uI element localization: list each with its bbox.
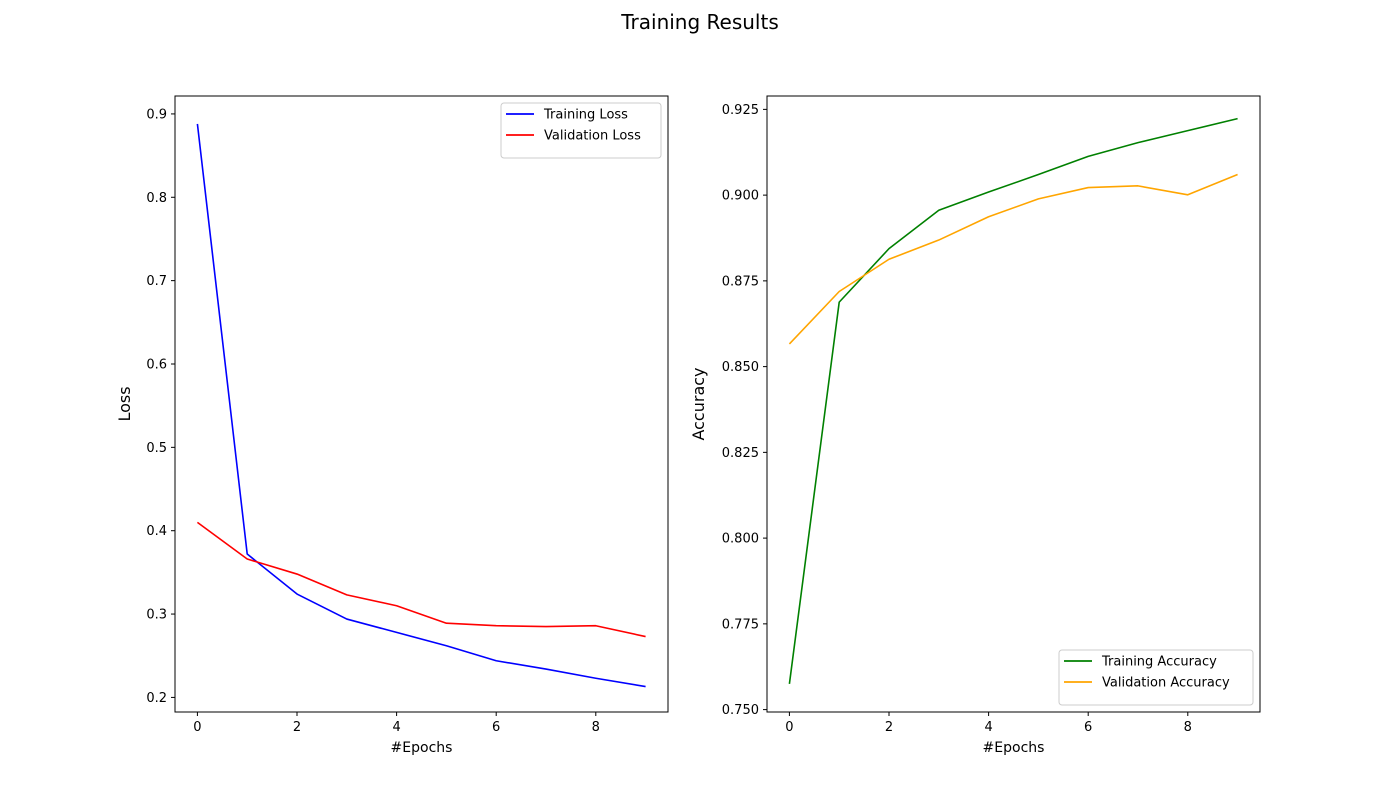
y-tick-label: 0.900 (722, 189, 759, 204)
y-tick-label: 0.825 (722, 446, 759, 461)
series-line-1 (788, 173, 1238, 345)
series-line-1 (196, 521, 646, 638)
y-tick-label: 0.9 (146, 107, 167, 122)
y-tick-label: 0.850 (722, 360, 759, 375)
x-tick-label: 8 (592, 720, 600, 735)
figure-title: Training Results (621, 10, 779, 34)
legend-box (1058, 649, 1254, 706)
y-tick-label: 0.750 (722, 703, 759, 718)
legend: Training Accuracy Validation Accuracy (1058, 649, 1254, 706)
x-axis-label: #Epochs (391, 740, 453, 756)
y-tick-label: 0.775 (722, 617, 759, 632)
axes-frame (174, 95, 669, 713)
x-axis-label: #Epochs (983, 740, 1045, 756)
x-tick-label: 2 (293, 720, 301, 735)
x-tick-label: 4 (984, 720, 992, 735)
y-tick-label: 0.800 (722, 532, 759, 547)
y-tick-label: 0.4 (146, 524, 167, 539)
x-tick-label: 6 (492, 720, 500, 735)
y-tick-label: 0.5 (146, 441, 167, 456)
x-tick-label: 2 (885, 720, 893, 735)
legend-label: Validation Accuracy (1102, 676, 1230, 691)
legend-box (500, 102, 662, 159)
y-axis-label: Accuracy (689, 367, 708, 440)
y-tick-label: 0.8 (146, 191, 167, 206)
accuracy-subplot: 0 2 4 6 8 0.750 0.775 0.800 0.825 0.850 0.875 0.900… (689, 95, 1261, 756)
x-tick-label: 4 (392, 720, 400, 735)
legend-label: Validation Loss (544, 129, 641, 144)
y-tick-label: 0.2 (146, 691, 167, 706)
x-tick-label: 0 (193, 720, 201, 735)
series-line-0 (196, 123, 646, 688)
loss-subplot: 0 2 4 6 8 0.2 0.3 0.4 0.5 0.6 0.7 0.8 0.9 #Epochs Loss… (115, 95, 669, 756)
x-tick-label: 8 (1184, 720, 1192, 735)
y-tick-label: 0.875 (722, 274, 759, 289)
y-axis-label: Loss (115, 386, 134, 421)
y-tick-label: 0.925 (722, 103, 759, 118)
y-tick-label: 0.7 (146, 274, 167, 289)
legend-label: Training Loss (543, 108, 628, 123)
axes-frame (766, 95, 1261, 713)
series-line-0 (788, 117, 1238, 684)
x-tick-label: 0 (785, 720, 793, 735)
x-tick-label: 6 (1084, 720, 1092, 735)
legend-label: Training Accuracy (1101, 655, 1217, 670)
y-tick-label: 0.3 (146, 608, 167, 623)
y-tick-label: 0.6 (146, 357, 167, 372)
legend: Training Loss Validation Loss (500, 102, 662, 159)
